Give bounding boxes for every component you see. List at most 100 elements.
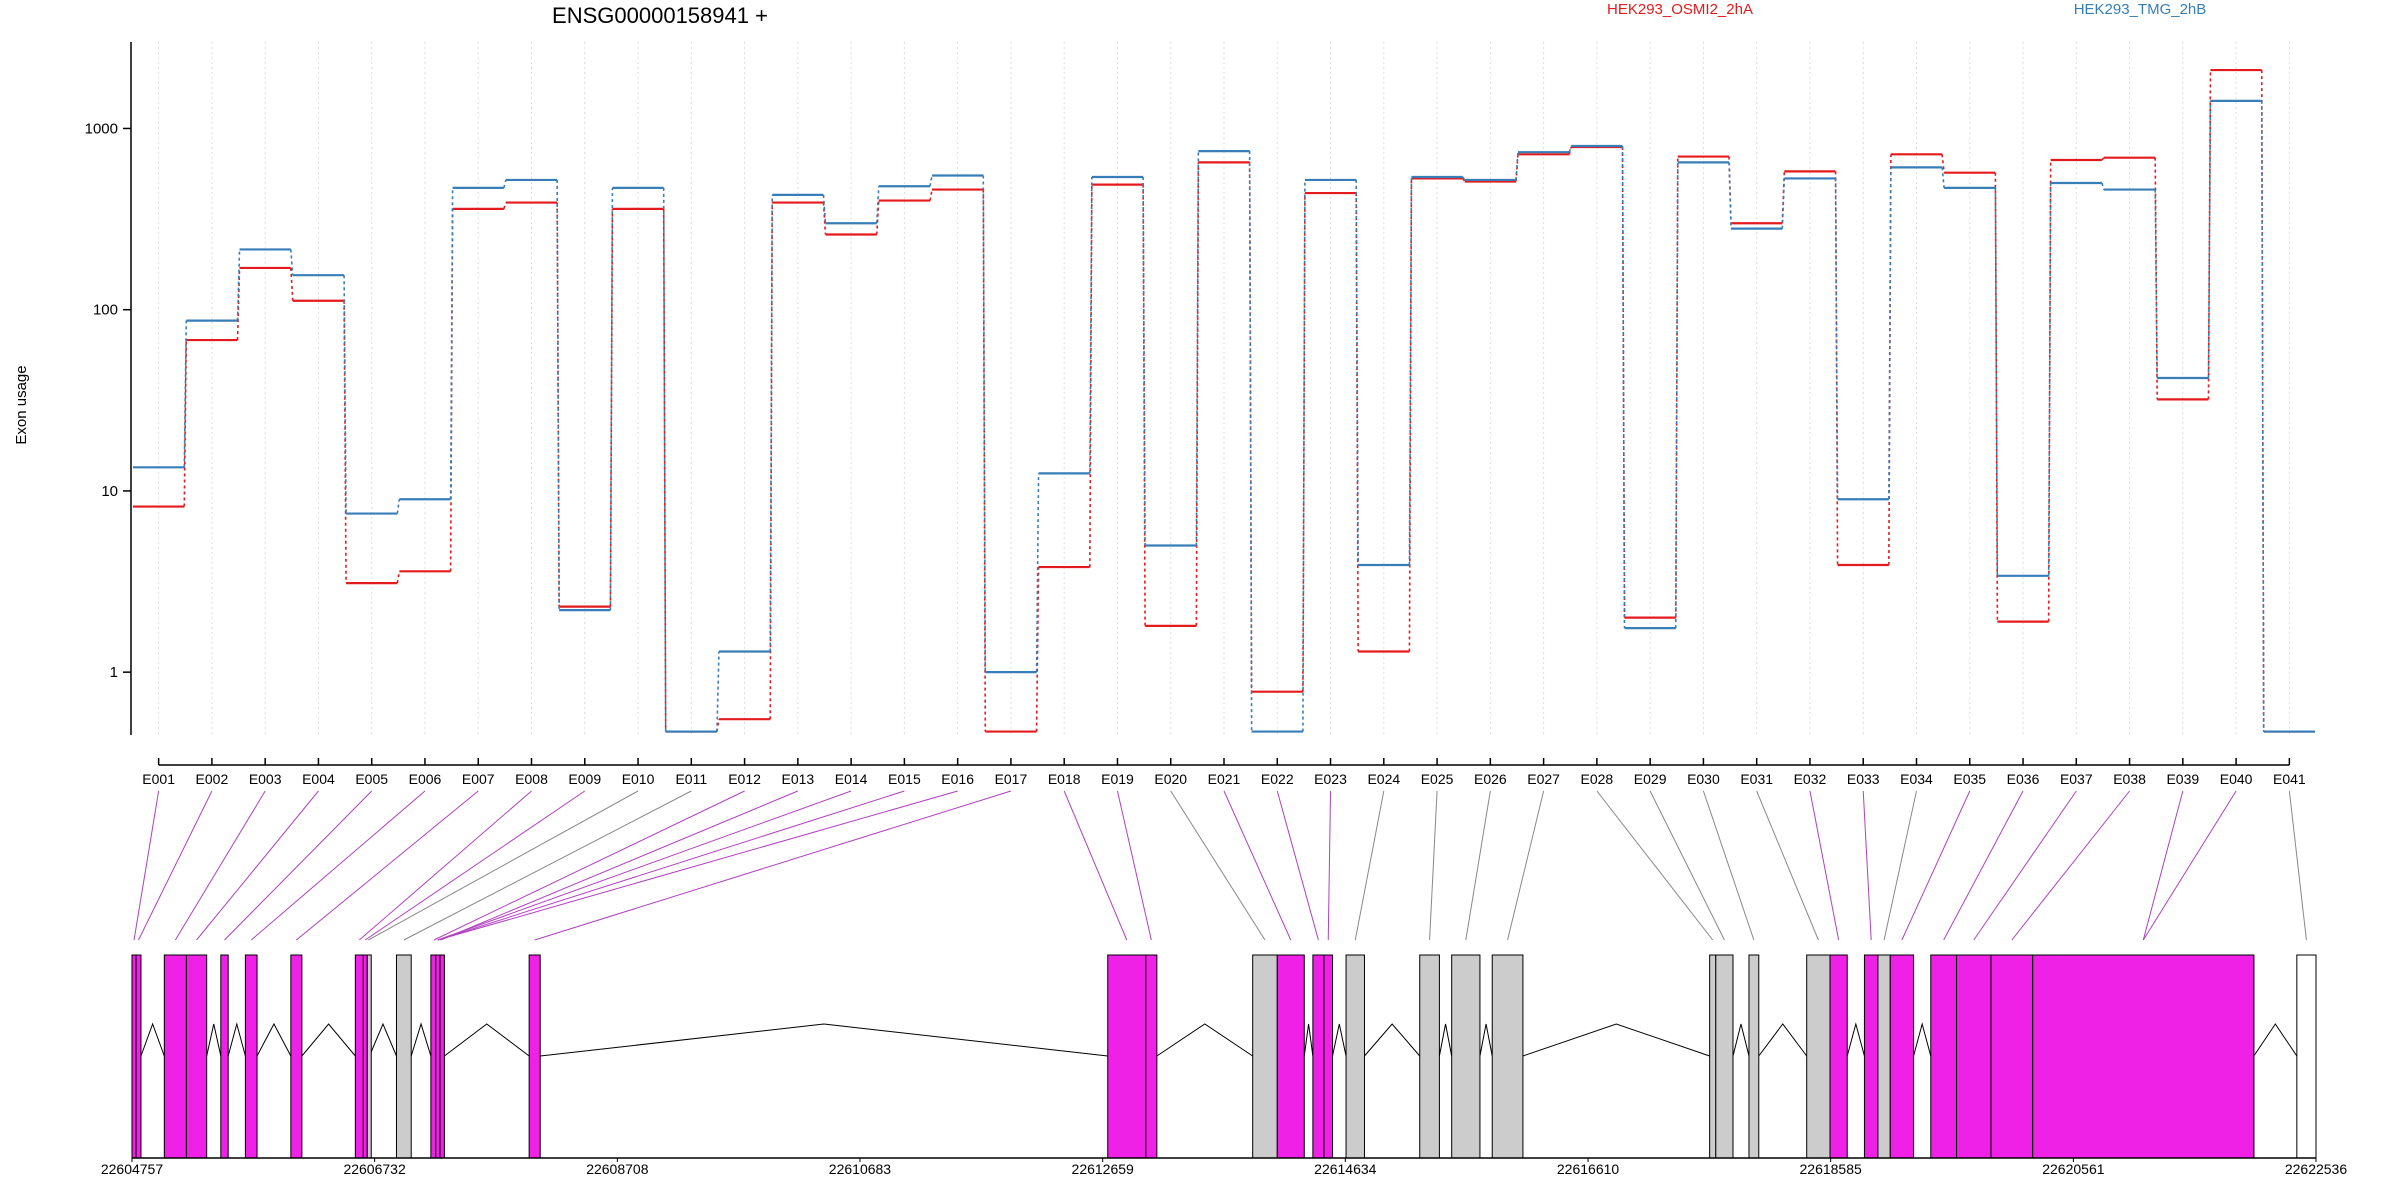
series-tmg-transition bbox=[982, 175, 987, 673]
intron-line bbox=[1846, 1022, 1865, 1057]
series-tmg-transition bbox=[183, 320, 188, 468]
series-tmg-transition bbox=[662, 187, 667, 732]
coordinate-label: 22604757 bbox=[101, 1161, 164, 1177]
series-tmg-transition bbox=[449, 187, 454, 500]
exon-label: E027 bbox=[1527, 771, 1560, 787]
series-tmg-transition bbox=[1142, 176, 1146, 546]
y-tick-label: 1 bbox=[110, 664, 118, 681]
exon-box bbox=[528, 954, 541, 1159]
series-tmg-transition bbox=[822, 194, 827, 224]
exon-label: E009 bbox=[568, 771, 601, 787]
coordinate-label: 22620561 bbox=[2042, 1161, 2105, 1177]
series-tmg-transition bbox=[1248, 151, 1253, 732]
intron-line bbox=[1332, 1023, 1347, 1057]
exon-label: E007 bbox=[462, 771, 495, 787]
exon-connector bbox=[1170, 790, 1266, 941]
vertical-grid-lines bbox=[158, 42, 2290, 735]
exon-connector bbox=[1276, 790, 1319, 941]
exon-label: E021 bbox=[1208, 771, 1241, 787]
genomic-coordinate-axis: 22604757 22606732 22608708 22610683 22612659… bbox=[101, 1157, 2347, 1177]
exon-box bbox=[354, 954, 364, 1159]
series-tmg-transition bbox=[503, 179, 507, 189]
series-osmi2-transition bbox=[929, 189, 933, 201]
series-tmg-transition bbox=[290, 249, 294, 276]
exon-label: E040 bbox=[2220, 771, 2253, 787]
series-osmi2-transition bbox=[2101, 157, 2105, 161]
exon-label: E005 bbox=[355, 771, 388, 787]
exon-connector bbox=[1429, 790, 1438, 941]
intron-line bbox=[1913, 1022, 1932, 1057]
series-osmi2-transition bbox=[290, 267, 294, 301]
exon-label: E015 bbox=[888, 771, 921, 787]
exon-label: E020 bbox=[1154, 771, 1187, 787]
series-osmi2-transition bbox=[343, 300, 347, 584]
exon-label: E035 bbox=[1953, 771, 1986, 787]
exon-usage-series bbox=[133, 68, 2315, 733]
exon-box bbox=[185, 954, 208, 1159]
exon-label: E001 bbox=[142, 771, 175, 787]
series-tmg-transition bbox=[1408, 176, 1413, 566]
exon-connector bbox=[433, 790, 745, 941]
exon-box bbox=[1877, 954, 1891, 1159]
intron-line bbox=[1303, 1023, 1314, 1057]
exon-connector bbox=[358, 790, 532, 941]
intron-line bbox=[1732, 1023, 1750, 1057]
exon-box bbox=[1889, 954, 1915, 1159]
series-tmg-transition bbox=[1888, 167, 1892, 500]
intron-line bbox=[256, 1022, 292, 1057]
series-osmi2-transition bbox=[183, 340, 188, 507]
exon-box bbox=[1956, 954, 1992, 1159]
exon-connector bbox=[133, 790, 160, 941]
exon-box bbox=[1491, 954, 1524, 1159]
series-tmg-transition bbox=[1834, 178, 1839, 500]
exon-label: E033 bbox=[1847, 771, 1880, 787]
exon-connector bbox=[296, 790, 479, 941]
exon-box bbox=[1715, 954, 1734, 1159]
series-osmi2-transition bbox=[396, 571, 401, 584]
y-tick-label: 10 bbox=[101, 483, 118, 500]
exon-label: E002 bbox=[196, 771, 229, 787]
series-osmi2-transition bbox=[2047, 159, 2052, 622]
exon-label: E018 bbox=[1048, 771, 1081, 787]
exon-connector bbox=[224, 790, 373, 941]
series-osmi2-transition bbox=[2207, 70, 2212, 400]
exon-box bbox=[366, 954, 372, 1159]
exon-connector bbox=[2142, 790, 2184, 941]
exon-connector bbox=[1883, 790, 1917, 941]
exon-connector bbox=[1901, 790, 1971, 941]
series-tmg-transition bbox=[2260, 100, 2265, 732]
y-axis-label: Exon usage bbox=[13, 365, 30, 444]
exon-box bbox=[1806, 954, 1831, 1159]
series-osmi2-transition bbox=[822, 202, 827, 235]
exon-connector bbox=[138, 790, 213, 941]
series-tmg-transition bbox=[716, 651, 720, 732]
series-osmi2-transition bbox=[1195, 162, 1200, 626]
coordinate-label: 22610683 bbox=[829, 1161, 892, 1177]
legend-entry-tmg: HEK293_TMG_2hB bbox=[2074, 1, 2207, 18]
exon-box bbox=[1709, 954, 1717, 1159]
exon-label: E026 bbox=[1474, 771, 1507, 787]
exon-box bbox=[1419, 954, 1440, 1159]
series-osmi2-transition bbox=[556, 202, 560, 607]
exon-connectors bbox=[133, 790, 2307, 941]
exon-label: E029 bbox=[1634, 771, 1667, 787]
exon-label: E028 bbox=[1581, 771, 1614, 787]
intron-line bbox=[1479, 1023, 1493, 1057]
series-tmg-transition bbox=[1941, 167, 1945, 188]
exon-box bbox=[163, 954, 187, 1159]
intron-line bbox=[540, 1023, 1108, 1057]
exon-box bbox=[1312, 954, 1325, 1159]
exon-connector bbox=[1809, 790, 1840, 941]
series-osmi2-transition bbox=[1462, 177, 1466, 182]
exon-box bbox=[395, 954, 412, 1159]
exon-connector bbox=[1327, 790, 1332, 941]
intron-line bbox=[1758, 1023, 1808, 1057]
exon-connector bbox=[1862, 790, 1872, 941]
exon-connector bbox=[174, 790, 266, 941]
exon-label: E008 bbox=[515, 771, 548, 787]
series-tmg-transition bbox=[1728, 162, 1732, 229]
exon-label: E016 bbox=[941, 771, 974, 787]
exon-label: E032 bbox=[1794, 771, 1827, 787]
exon-connector bbox=[1223, 790, 1292, 941]
